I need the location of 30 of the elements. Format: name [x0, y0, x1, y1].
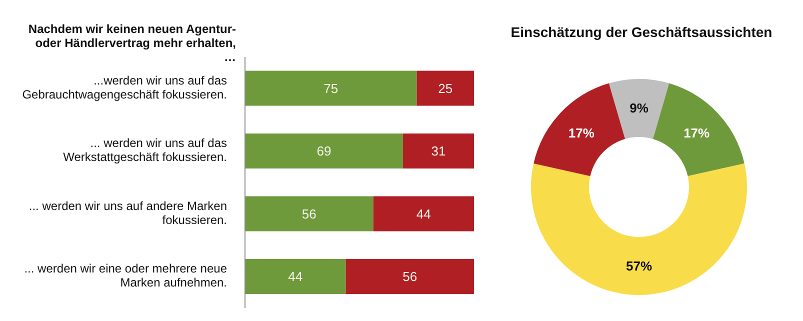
- y-tick-label: ...werden wir uns auf das Gebrauchtwagengeschäft fokussieren.: [22, 74, 227, 102]
- data-label: 44: [288, 269, 303, 284]
- data-label: 56: [402, 269, 418, 284]
- data-label: 56: [302, 206, 316, 222]
- data-label: 69: [316, 144, 332, 159]
- bar: [245, 259, 346, 294]
- bar: [346, 259, 474, 294]
- bar: [245, 134, 404, 169]
- bar: [245, 196, 374, 232]
- data-label: 25: [438, 80, 453, 96]
- data-label: 17%: [568, 125, 595, 140]
- data-label: 75: [324, 80, 338, 96]
- donut-slice: [652, 83, 744, 176]
- chart-title: Einschätzung der Geschäftsaussichten: [510, 24, 774, 40]
- data-label: 57%: [626, 258, 652, 274]
- bar: [403, 134, 474, 169]
- bar: [416, 70, 474, 106]
- y-tick-label: ... werden wir eine oder mehrere neue Marken aufnehmen.: [24, 262, 228, 290]
- bar: [245, 70, 417, 106]
- text: Nachdem wir keinen neuen Agentur- oder Händlervertrag mehr erhalten, …: [27, 22, 236, 64]
- data-label: 17%: [684, 125, 710, 140]
- donut-slice: [608, 79, 670, 139]
- data-label: 31: [431, 144, 446, 159]
- donut-slice: [534, 83, 626, 176]
- data-label: 9%: [630, 100, 649, 116]
- y-tick-label: ... werden wir uns auf andere Marken fokussieren.: [28, 199, 227, 228]
- donut-slice: [531, 163, 747, 295]
- bar: [373, 196, 474, 232]
- data-label: 44: [416, 206, 431, 222]
- y-tick-label: ... werden wir uns auf das Werkstattgeschäft fokussieren.: [63, 136, 227, 164]
